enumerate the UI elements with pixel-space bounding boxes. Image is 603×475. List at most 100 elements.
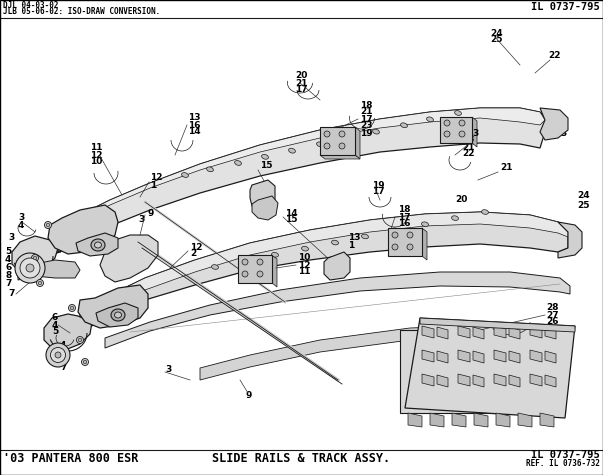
Ellipse shape [407, 244, 413, 250]
Polygon shape [509, 327, 520, 339]
Ellipse shape [392, 244, 398, 250]
Text: 21: 21 [500, 162, 513, 171]
Polygon shape [320, 127, 355, 155]
Text: 12: 12 [190, 243, 203, 251]
Polygon shape [545, 327, 556, 339]
Polygon shape [355, 127, 360, 159]
Ellipse shape [37, 279, 43, 286]
Polygon shape [494, 350, 506, 362]
Polygon shape [458, 326, 470, 338]
Ellipse shape [235, 161, 241, 165]
Text: 3: 3 [560, 129, 566, 137]
Polygon shape [44, 314, 92, 350]
Text: 7: 7 [8, 288, 14, 297]
Ellipse shape [257, 271, 263, 277]
Ellipse shape [459, 120, 465, 126]
Ellipse shape [212, 265, 218, 269]
Text: 21: 21 [462, 142, 475, 152]
Text: 3: 3 [472, 129, 478, 137]
Ellipse shape [71, 306, 74, 310]
Ellipse shape [271, 252, 279, 257]
Ellipse shape [444, 120, 450, 126]
Ellipse shape [182, 172, 188, 177]
Polygon shape [437, 327, 448, 339]
Text: SLIDE RAILS & TRACK ASSY.: SLIDE RAILS & TRACK ASSY. [212, 452, 390, 465]
Ellipse shape [339, 143, 345, 149]
Ellipse shape [91, 239, 105, 251]
Ellipse shape [51, 348, 66, 362]
Ellipse shape [46, 223, 50, 227]
Polygon shape [324, 252, 350, 280]
Text: 22: 22 [548, 50, 561, 59]
Text: 3: 3 [18, 213, 24, 222]
Polygon shape [473, 351, 484, 363]
Polygon shape [437, 351, 448, 363]
Text: 16: 16 [398, 219, 411, 228]
Ellipse shape [115, 312, 121, 318]
Polygon shape [250, 180, 275, 210]
Ellipse shape [242, 271, 248, 277]
Text: 4: 4 [60, 341, 66, 350]
Polygon shape [473, 375, 484, 387]
Text: 11: 11 [90, 143, 103, 152]
Text: 11: 11 [298, 267, 311, 276]
Text: 7: 7 [60, 363, 66, 372]
Text: 12: 12 [150, 173, 162, 182]
Polygon shape [494, 374, 506, 386]
Text: 15: 15 [260, 161, 273, 170]
Ellipse shape [289, 148, 295, 153]
Polygon shape [509, 351, 520, 363]
Text: JLB 05-06-02: ISO-DRAW CONVERSION.: JLB 05-06-02: ISO-DRAW CONVERSION. [3, 8, 160, 17]
Ellipse shape [302, 247, 309, 251]
Polygon shape [58, 108, 545, 232]
Text: IL 0737-795: IL 0737-795 [531, 2, 600, 12]
Text: 26: 26 [546, 317, 558, 326]
Polygon shape [518, 413, 532, 427]
Text: 16: 16 [188, 121, 201, 130]
Text: 19: 19 [372, 180, 385, 190]
Text: 20: 20 [455, 196, 467, 205]
Ellipse shape [391, 228, 399, 233]
Ellipse shape [38, 281, 42, 285]
Text: 20: 20 [295, 72, 308, 80]
Text: 4: 4 [52, 321, 58, 330]
Ellipse shape [242, 259, 248, 265]
Ellipse shape [344, 135, 352, 141]
Polygon shape [540, 413, 554, 427]
Text: 22: 22 [462, 150, 475, 159]
Ellipse shape [31, 255, 39, 262]
Polygon shape [530, 374, 542, 386]
Text: 3: 3 [8, 234, 14, 243]
Ellipse shape [455, 111, 461, 115]
Text: 6: 6 [5, 264, 11, 273]
Text: 28: 28 [546, 304, 558, 313]
Polygon shape [78, 285, 148, 328]
Polygon shape [80, 212, 568, 328]
Polygon shape [400, 330, 565, 413]
Polygon shape [50, 108, 548, 252]
Text: 12: 12 [298, 260, 311, 269]
Text: 10: 10 [90, 158, 103, 167]
Text: 17: 17 [398, 212, 411, 221]
Polygon shape [474, 413, 488, 427]
Text: 3: 3 [165, 365, 171, 374]
Polygon shape [96, 303, 138, 327]
Ellipse shape [459, 131, 465, 137]
Polygon shape [540, 108, 568, 140]
Text: 23: 23 [462, 135, 475, 144]
Polygon shape [422, 326, 434, 338]
Ellipse shape [339, 131, 345, 137]
Polygon shape [509, 375, 520, 387]
Text: 2: 2 [190, 249, 196, 258]
Polygon shape [420, 318, 575, 332]
Ellipse shape [324, 131, 330, 137]
Ellipse shape [77, 336, 83, 343]
Text: 14: 14 [285, 209, 298, 218]
Polygon shape [530, 326, 542, 338]
Polygon shape [558, 222, 582, 258]
Polygon shape [496, 413, 510, 427]
Ellipse shape [332, 240, 338, 245]
Ellipse shape [45, 221, 51, 228]
Ellipse shape [33, 256, 37, 260]
Text: 1: 1 [150, 180, 156, 190]
